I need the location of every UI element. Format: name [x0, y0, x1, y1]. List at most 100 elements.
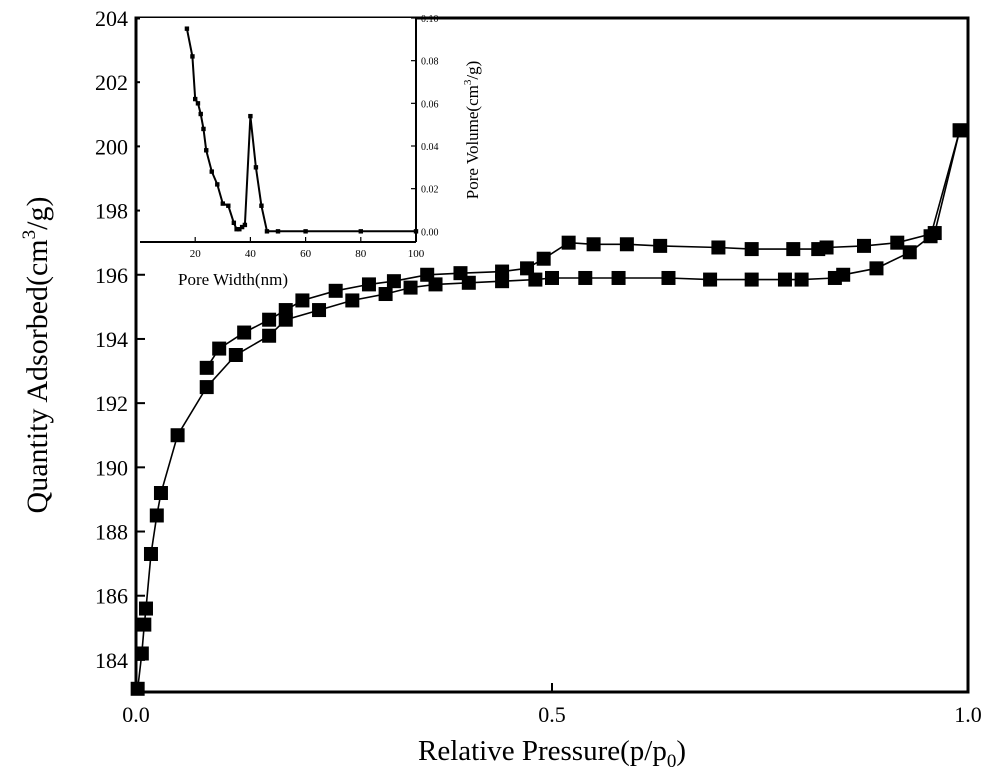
data-point-desorption [786, 242, 801, 257]
inset-x-axis-title: Pore Width(nm) [178, 270, 288, 289]
inset-data-point [264, 229, 270, 234]
data-point-desorption [619, 237, 634, 252]
inset-data-point [201, 126, 206, 132]
data-point-adsorption [902, 245, 917, 260]
inset-y-tick-label: 0.06 [421, 99, 439, 110]
inset-data-point [259, 203, 264, 208]
y-tick-label: 204 [95, 6, 128, 31]
data-point-adsorption [262, 328, 277, 343]
y-tick-label: 186 [95, 584, 128, 609]
inset-y-tick-label: 0.04 [421, 142, 439, 153]
data-point-adsorption [138, 601, 153, 616]
data-point-desorption [890, 235, 905, 250]
inset-data-point [220, 201, 225, 206]
inset-data-point [198, 111, 203, 117]
data-point-adsorption [794, 272, 809, 287]
inset-y-tick-label: 0.00 [421, 227, 439, 238]
inset-data-point [184, 26, 190, 31]
inset-x-tick-label: 80 [355, 248, 367, 260]
data-point-adsorption [199, 380, 214, 395]
data-point-adsorption [170, 428, 185, 443]
data-point-adsorption [345, 293, 360, 308]
data-point-desorption [453, 266, 468, 281]
x-axis-title: Relative Pressure(p/p0) [418, 735, 686, 772]
y-tick-label: 190 [95, 455, 128, 480]
data-point-desorption [386, 274, 401, 289]
data-point-adsorption [528, 272, 543, 287]
inset-data-point [231, 220, 237, 225]
data-point-adsorption [228, 348, 243, 362]
inset-y-tick-label: 0.02 [421, 185, 439, 196]
data-point-adsorption [744, 272, 759, 287]
inset-y-axis-title-main: Pore Volume(cm [463, 85, 482, 199]
y-tick-label: 202 [95, 70, 128, 95]
y-axis-title-main: Quantity Adsorbed(cm [21, 239, 54, 513]
data-point-adsorption [611, 270, 626, 285]
inset-y-axis-title-superscript: 3 [462, 79, 474, 85]
data-point-desorption [520, 261, 535, 276]
inset-data-point [226, 203, 231, 208]
data-point-adsorption [153, 486, 168, 501]
data-point-desorption [811, 242, 826, 257]
inset-background [140, 18, 416, 242]
inset-data-point [253, 165, 259, 170]
inset-data-point [275, 229, 281, 234]
data-point-desorption [420, 267, 435, 282]
inset-x-tick-label: 60 [300, 248, 312, 260]
y-axis-title-superscript: 3 [19, 230, 40, 240]
y-tick-label: 184 [95, 648, 128, 673]
x-axis-title-end: ) [676, 735, 686, 767]
data-point-adsorption [134, 646, 149, 661]
data-point-adsorption [703, 272, 718, 287]
data-point-desorption [262, 312, 277, 327]
y-axis-title-end: /g) [21, 197, 54, 230]
inset-data-point [303, 229, 308, 234]
data-point-adsorption [545, 270, 559, 285]
data-point-desorption [361, 277, 376, 292]
inset-data-point [358, 229, 363, 234]
x-axis-title-subscript: 0 [667, 751, 677, 772]
inset-data-point [413, 229, 419, 234]
inset-y-tick-label: 0.10 [421, 14, 439, 25]
data-point-desorption [199, 360, 214, 375]
data-point-desorption [278, 303, 293, 318]
y-tick-label: 198 [95, 199, 128, 224]
data-point-desorption [536, 251, 551, 266]
y-axis-title: Quantity Adsorbed(cm3/g) [19, 197, 54, 514]
data-point-desorption [586, 237, 601, 252]
data-point-desorption [952, 123, 967, 138]
data-point-adsorption [378, 287, 393, 302]
inset-plot: 20 40 60 80 100 0.00 0.02 0.04 0.06 0.08 0.10 Pore … [140, 14, 482, 289]
series-line-adsorption [136, 130, 961, 689]
inset-data-point [242, 222, 248, 228]
inset-x-tick-label: 40 [245, 248, 257, 260]
x-axis-title-main: Relative Pressure(p/p [418, 735, 667, 767]
data-point-adsorption [143, 546, 158, 561]
inset-data-point [239, 224, 245, 230]
y-tick-label: 188 [95, 520, 128, 545]
data-point-adsorption [403, 280, 418, 295]
data-point-adsorption [869, 261, 884, 276]
data-point-desorption [561, 235, 576, 250]
y-tick-label: 192 [95, 391, 128, 416]
data-point-adsorption [777, 272, 792, 287]
data-point-desorption [237, 325, 252, 340]
inset-x-tick-label: 20 [190, 248, 202, 260]
inset-data-point [195, 101, 201, 106]
x-tick-label: 0.5 [538, 702, 566, 727]
data-point-adsorption [130, 681, 145, 696]
data-point-desorption [744, 242, 759, 257]
inset-data-point [209, 169, 214, 174]
data-point-desorption [495, 264, 510, 279]
data-point-desorption [711, 240, 726, 255]
inset-data-point [190, 54, 195, 59]
y-tick-label: 196 [95, 263, 128, 288]
x-tick-label: 0.0 [122, 702, 150, 727]
x-tick-label: 1.0 [954, 702, 982, 727]
y-tick-label: 194 [95, 327, 128, 352]
inset-data-point [215, 182, 220, 187]
inset-data-point [237, 227, 242, 232]
inset-data-point [193, 96, 198, 102]
inset-y-tick-label: 0.08 [421, 57, 439, 68]
inset-x-tick-label: 100 [408, 248, 425, 260]
